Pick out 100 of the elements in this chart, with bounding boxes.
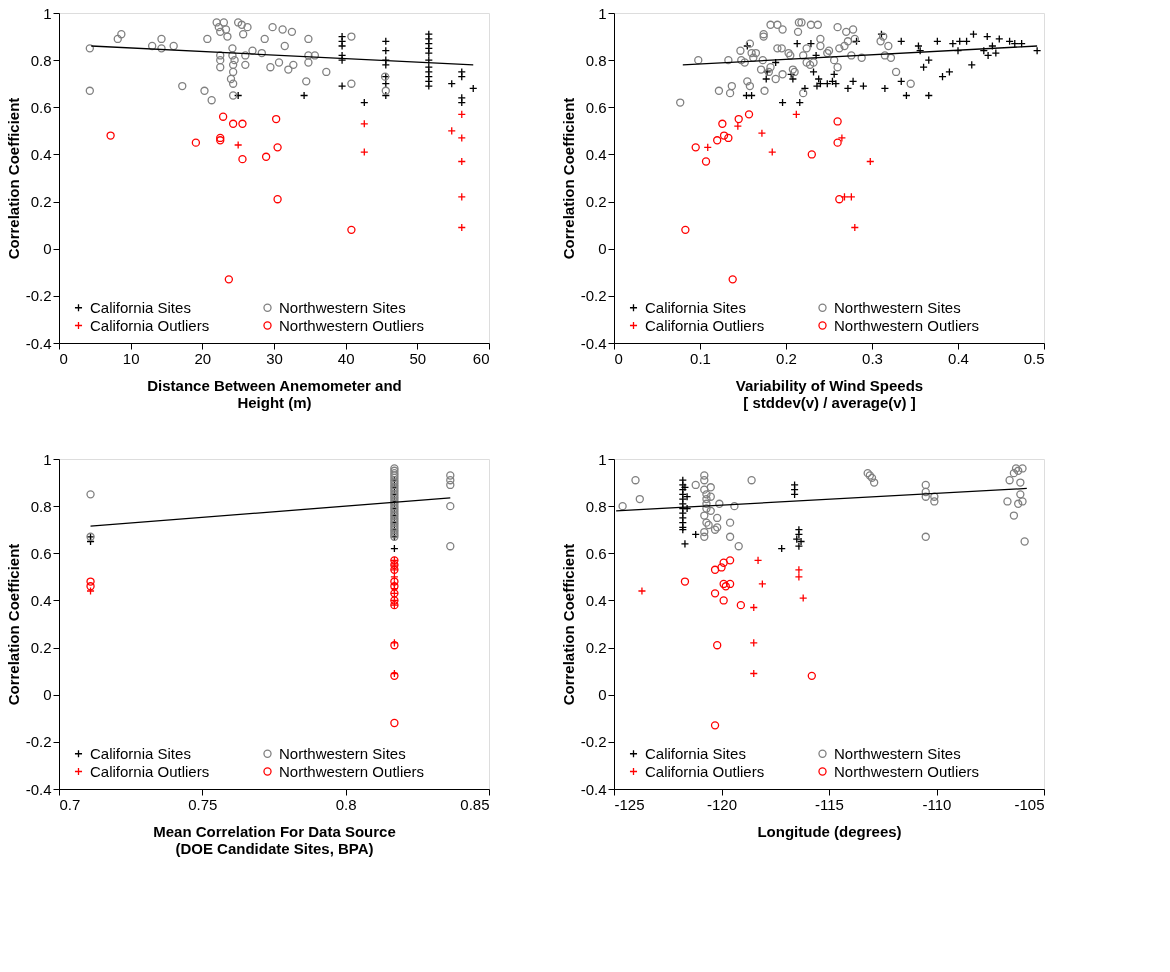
x-tick-label: 0 — [59, 349, 68, 367]
point — [200, 86, 209, 95]
y-tick-label: -0.2 — [580, 287, 607, 305]
legend-label: Northwestern Sites — [279, 298, 406, 316]
y-tick-label: 0.6 — [30, 544, 52, 562]
point — [424, 55, 433, 65]
x-tick-label: 0.2 — [776, 349, 797, 367]
point — [207, 96, 216, 105]
y-tick-label: 0 — [598, 240, 607, 258]
point — [718, 119, 727, 128]
x-tick-label: 40 — [337, 349, 355, 367]
point — [337, 41, 347, 51]
y-tick-label: 1 — [43, 450, 52, 468]
legend-label: Northwestern Sites — [279, 744, 406, 762]
x-tick-label: 0.1 — [690, 349, 711, 367]
point — [216, 133, 225, 143]
point — [310, 51, 320, 60]
y-axis-title: Correlation Coefficient — [559, 97, 577, 260]
x-tick-label: 0.3 — [862, 349, 883, 367]
x-tick-label: -120 — [706, 795, 738, 813]
x-tick-label: 0.4 — [948, 349, 969, 367]
legend-label: California Outliers — [645, 316, 765, 334]
x-tick-label: 60 — [472, 349, 490, 367]
point — [218, 112, 228, 121]
point — [216, 136, 225, 145]
point — [191, 138, 201, 147]
point — [967, 60, 976, 70]
point — [219, 18, 229, 27]
point — [299, 91, 309, 100]
x-axis-title: Distance Between Anemometer and Height (m) — [147, 376, 402, 411]
point — [228, 67, 238, 77]
point — [157, 34, 166, 44]
point — [811, 51, 821, 60]
point — [924, 55, 933, 65]
point — [681, 225, 690, 235]
point — [914, 41, 923, 51]
x-tick-label: -110 — [922, 795, 952, 813]
y-tick-label: 0 — [43, 686, 52, 704]
point — [228, 44, 237, 53]
point — [347, 225, 356, 235]
point — [995, 34, 1004, 44]
point — [261, 152, 271, 161]
point — [381, 86, 390, 95]
point — [228, 51, 237, 60]
y-axis-title: Correlation Coefficient — [4, 543, 22, 706]
x-tick-label: 0.7 — [59, 795, 81, 813]
point — [85, 44, 94, 53]
point — [762, 74, 771, 84]
point — [274, 58, 284, 67]
x-tick-label: -105 — [1014, 795, 1045, 813]
point — [266, 63, 275, 72]
x-tick-label: 0.85 — [460, 795, 490, 813]
y-tick-label: -0.2 — [25, 733, 52, 751]
x-tick-label: 50 — [409, 349, 427, 367]
x-tick-label: 30 — [266, 349, 283, 367]
point — [337, 81, 347, 91]
point — [216, 55, 225, 65]
point — [945, 67, 954, 77]
point — [833, 117, 842, 126]
y-tick-label: 0.6 — [585, 98, 607, 116]
point — [719, 131, 729, 140]
point — [814, 74, 823, 84]
x-tick-label: 0 — [614, 349, 623, 367]
point — [991, 48, 1001, 58]
legend-label: Northwestern Outliers — [279, 316, 425, 334]
y-tick-label: 0 — [598, 686, 607, 704]
point — [806, 39, 816, 48]
legend-label: California Sites — [645, 298, 746, 316]
point — [223, 32, 232, 41]
legend-label: California Sites — [645, 744, 746, 762]
y-tick-label: 0.4 — [30, 145, 52, 163]
point — [271, 114, 281, 124]
point — [117, 30, 126, 39]
point — [238, 154, 247, 164]
point — [214, 22, 223, 32]
point — [843, 84, 853, 93]
point — [216, 27, 225, 37]
point — [203, 34, 212, 44]
point — [1032, 46, 1042, 55]
point — [273, 195, 282, 204]
point — [212, 18, 221, 27]
y-tick-label: -0.4 — [580, 334, 607, 352]
point — [724, 133, 733, 143]
y-tick-label: 0.6 — [30, 98, 52, 116]
y-tick-label: 0.8 — [585, 497, 607, 515]
y-tick-label: 1 — [598, 450, 607, 468]
point — [287, 27, 297, 37]
y-tick-label: 0.2 — [30, 193, 52, 211]
point — [226, 74, 236, 84]
y-tick-label: 0.2 — [585, 639, 607, 657]
point — [347, 79, 356, 88]
y-tick-label: -0.4 — [25, 780, 52, 798]
y-tick-label: -0.4 — [25, 334, 52, 352]
y-tick-label: 0.2 — [585, 193, 607, 211]
point — [169, 41, 178, 51]
x-axis-title: Variability of Wind Speeds [ stddev(v) / average(v) ] — [735, 376, 924, 411]
point — [106, 131, 115, 140]
legend-label: Northwestern Sites — [834, 298, 961, 316]
point — [221, 25, 231, 34]
point — [848, 77, 858, 86]
